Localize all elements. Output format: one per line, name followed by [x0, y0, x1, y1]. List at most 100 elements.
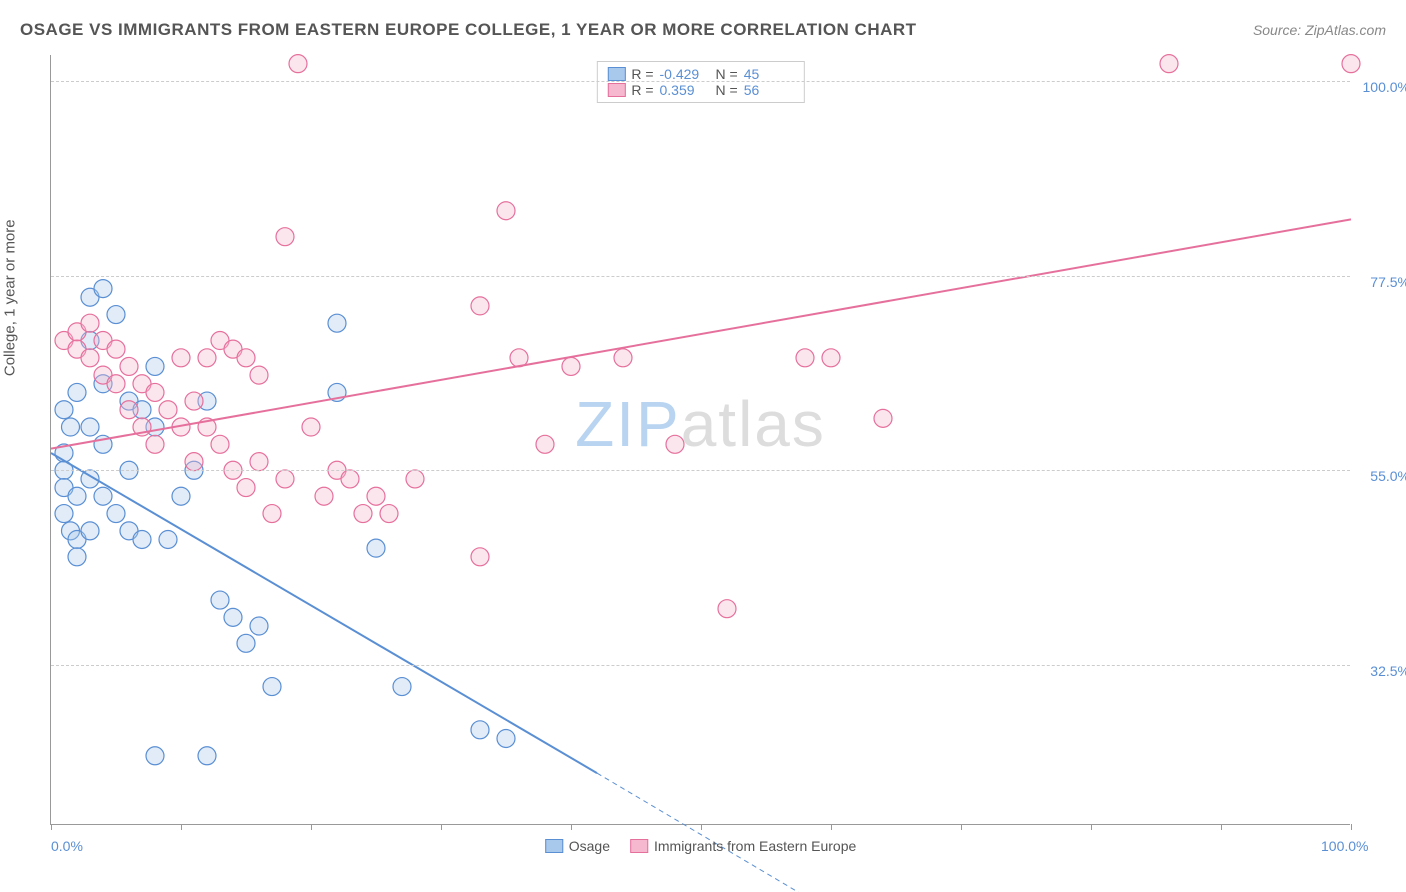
data-point: [250, 617, 268, 635]
x-tick: [51, 824, 52, 830]
legend-label: Immigrants from Eastern Europe: [654, 838, 856, 854]
gridline: [51, 470, 1350, 471]
data-point: [62, 418, 80, 436]
y-tick-label: 77.5%: [1370, 274, 1406, 290]
y-axis-label: College, 1 year or more: [2, 219, 19, 376]
legend-swatch: [607, 67, 625, 81]
data-point: [250, 453, 268, 471]
legend-swatch: [607, 83, 625, 97]
data-point: [107, 306, 125, 324]
legend-n-label: N =: [716, 82, 738, 98]
y-tick-label: 55.0%: [1370, 468, 1406, 484]
legend-row: R = 0.359 N = 56: [607, 82, 793, 98]
x-tick: [961, 824, 962, 830]
data-point: [367, 487, 385, 505]
series-legend: OsageImmigrants from Eastern Europe: [545, 838, 857, 854]
data-point: [68, 548, 86, 566]
data-point: [718, 600, 736, 618]
data-point: [107, 375, 125, 393]
x-tick-label: 100.0%: [1321, 838, 1368, 854]
data-point: [237, 479, 255, 497]
data-point: [237, 349, 255, 367]
x-tick-label: 0.0%: [51, 838, 83, 854]
legend-swatch: [630, 839, 648, 853]
plot-area: ZIPatlas R =-0.429N =45R = 0.359N =56 Os…: [50, 55, 1350, 825]
data-point: [263, 678, 281, 696]
data-point: [315, 487, 333, 505]
data-point: [1342, 55, 1360, 73]
data-point: [354, 505, 372, 523]
data-point: [250, 366, 268, 384]
data-point: [1160, 55, 1178, 73]
data-point: [172, 349, 190, 367]
data-point: [237, 634, 255, 652]
data-point: [146, 747, 164, 765]
data-point: [302, 418, 320, 436]
data-point: [172, 487, 190, 505]
legend-n-value: 45: [744, 66, 794, 82]
data-point: [159, 530, 177, 548]
trend-line-extrapolated: [597, 773, 831, 892]
data-point: [146, 435, 164, 453]
chart-title: OSAGE VS IMMIGRANTS FROM EASTERN EUROPE …: [20, 20, 917, 40]
source-text: Source: ZipAtlas.com: [1253, 22, 1386, 38]
data-point: [263, 505, 281, 523]
x-tick: [571, 824, 572, 830]
x-tick: [181, 824, 182, 830]
data-point: [614, 349, 632, 367]
data-point: [68, 487, 86, 505]
data-point: [341, 470, 359, 488]
data-point: [666, 435, 684, 453]
y-tick-label: 32.5%: [1370, 663, 1406, 679]
data-point: [198, 747, 216, 765]
legend-n-value: 56: [744, 82, 794, 98]
data-point: [471, 297, 489, 315]
data-point: [471, 548, 489, 566]
data-point: [107, 340, 125, 358]
data-point: [796, 349, 814, 367]
legend-n-label: N =: [716, 66, 738, 82]
data-point: [133, 530, 151, 548]
legend-r-value: -0.429: [660, 66, 710, 82]
legend-r-label: R =: [631, 82, 653, 98]
data-point: [120, 357, 138, 375]
x-tick: [701, 824, 702, 830]
data-point: [81, 314, 99, 332]
data-point: [68, 383, 86, 401]
data-point: [367, 539, 385, 557]
data-point: [211, 591, 229, 609]
data-point: [562, 357, 580, 375]
y-tick-label: 100.0%: [1363, 79, 1406, 95]
data-point: [55, 505, 73, 523]
data-point: [874, 409, 892, 427]
data-point: [276, 228, 294, 246]
data-point: [185, 392, 203, 410]
data-point: [406, 470, 424, 488]
data-point: [211, 435, 229, 453]
legend-r-label: R =: [631, 66, 653, 82]
data-point: [393, 678, 411, 696]
x-tick: [311, 824, 312, 830]
data-point: [81, 418, 99, 436]
gridline: [51, 81, 1350, 82]
data-point: [224, 608, 242, 626]
data-point: [81, 349, 99, 367]
chart-container: OSAGE VS IMMIGRANTS FROM EASTERN EUROPE …: [0, 0, 1406, 892]
data-point: [289, 55, 307, 73]
correlation-legend: R = -0.429 N = 45 R = 0.359 N = 56: [596, 61, 804, 103]
data-point: [81, 522, 99, 540]
data-point: [328, 314, 346, 332]
data-point: [185, 453, 203, 471]
data-point: [536, 435, 554, 453]
gridline: [51, 665, 1350, 666]
trend-line: [51, 219, 1351, 448]
data-point: [146, 383, 164, 401]
x-tick: [1221, 824, 1222, 830]
x-tick: [441, 824, 442, 830]
legend-row: R = -0.429 N = 45: [607, 66, 793, 82]
legend-swatch: [545, 839, 563, 853]
data-point: [55, 401, 73, 419]
x-tick: [1091, 824, 1092, 830]
data-point: [471, 721, 489, 739]
legend-r-value: 0.359: [660, 82, 710, 98]
